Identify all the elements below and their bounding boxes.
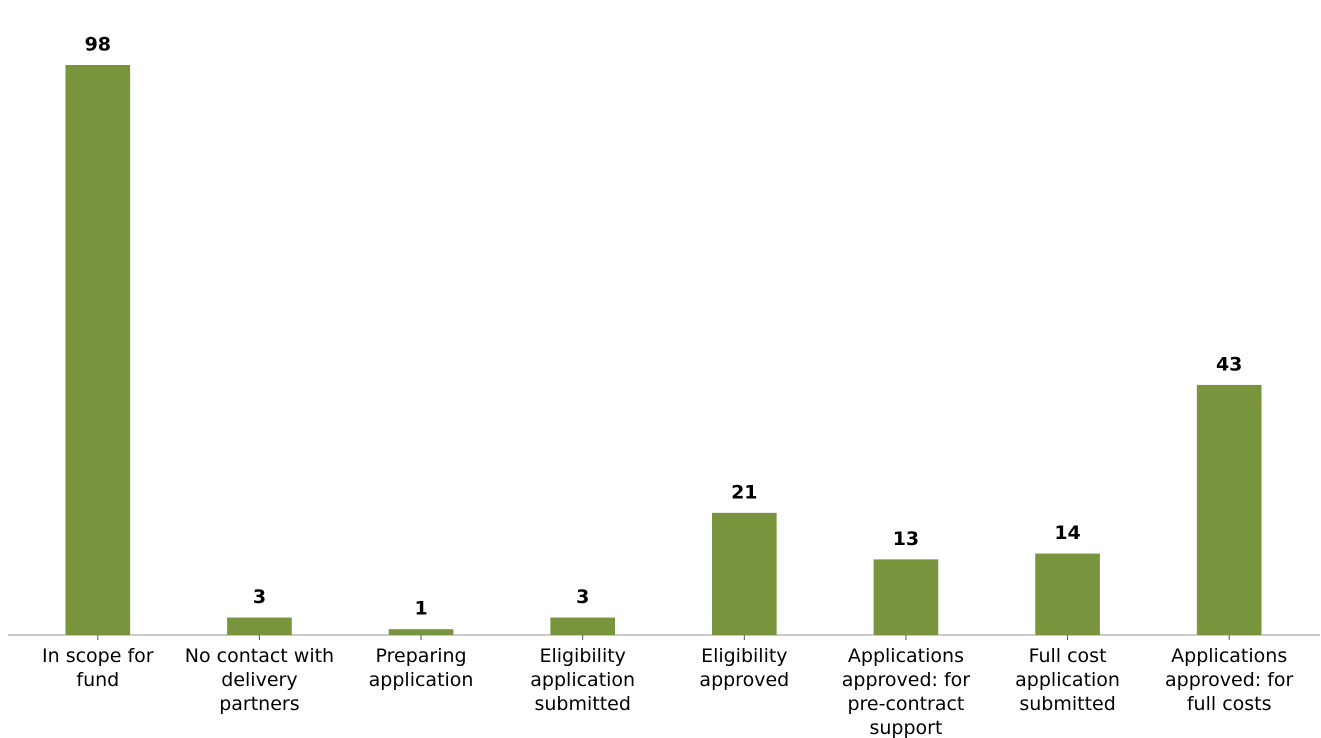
value-label: 14 bbox=[1054, 522, 1080, 544]
x-tick-label: Applications approved: for full costs bbox=[1165, 645, 1294, 715]
x-tick-label: In scope for fund bbox=[42, 645, 154, 691]
bar bbox=[227, 617, 292, 635]
bar bbox=[388, 629, 454, 635]
x-tick-label: Eligibility application submitted bbox=[530, 645, 636, 715]
value-label: 43 bbox=[1216, 353, 1242, 375]
x-tick-label: Eligibility approved bbox=[699, 645, 790, 691]
bar bbox=[65, 65, 131, 635]
value-label: 13 bbox=[893, 528, 919, 550]
x-tick-label: Full cost application submitted bbox=[1015, 645, 1120, 715]
value-label: 98 bbox=[85, 34, 111, 56]
x-tick-label: Applications approved: for pre-contract … bbox=[841, 645, 971, 738]
bar bbox=[550, 617, 616, 635]
x-tick-label: Preparing application bbox=[368, 645, 474, 691]
value-label: 1 bbox=[414, 598, 427, 620]
x-tick-label: No contact with delivery partners bbox=[184, 645, 335, 715]
bar bbox=[1196, 384, 1262, 635]
bar bbox=[1035, 553, 1100, 635]
value-label: 21 bbox=[731, 481, 757, 503]
bar bbox=[873, 559, 939, 635]
bar bbox=[711, 512, 777, 635]
value-label: 3 bbox=[576, 586, 589, 608]
value-label: 3 bbox=[253, 586, 266, 608]
